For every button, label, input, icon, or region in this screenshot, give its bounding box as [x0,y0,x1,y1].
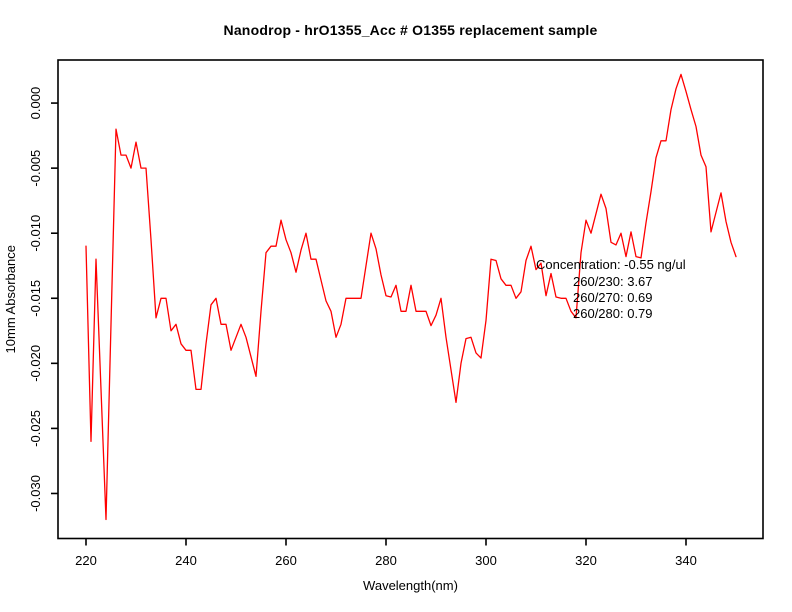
y-tick-label: 0.000 [28,87,43,120]
x-tick-label: 260 [275,553,297,568]
x-tick-label: 220 [75,553,97,568]
annotation-ratio-260-270: 260/270: 0.69 [573,290,653,305]
plot-box [57,59,764,540]
y-axis-title: 10mm Absorbance [3,245,18,353]
x-tick-label: 320 [575,553,597,568]
annotation-ratio-260-230: 260/230: 3.67 [573,274,653,289]
y-tick-label: -0.015 [28,280,43,317]
y-tick-label: -0.030 [28,475,43,512]
y-tick-label: -0.010 [28,215,43,252]
y-tick-label: -0.005 [28,150,43,187]
x-tick-label: 300 [475,553,497,568]
y-tick-label: -0.020 [28,345,43,382]
x-tick-label: 280 [375,553,397,568]
x-tick-label: 340 [675,553,697,568]
annotation-concentration: Concentration: -0.55 ng/ul [536,257,686,272]
y-tick-label: -0.025 [28,410,43,447]
x-axis-title: Wavelength(nm) [363,578,458,593]
absorbance-curve [85,73,737,521]
annotation-ratio-260-280: 260/280: 0.79 [573,306,653,321]
chart-title: Nanodrop - hrO1355_Acc # O1355 replaceme… [223,22,598,38]
x-tick-label: 240 [175,553,197,568]
